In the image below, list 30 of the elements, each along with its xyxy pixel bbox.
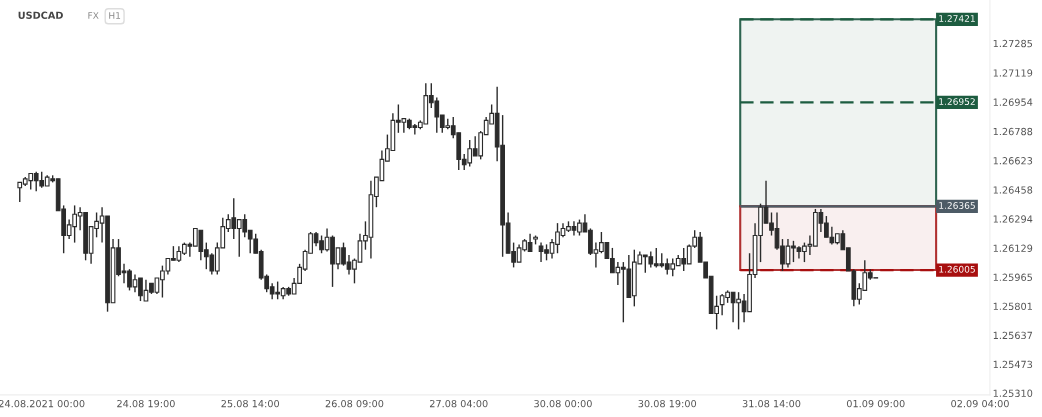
ref-line-label: 1.26365 (939, 202, 975, 209)
text: USDCAD (18, 11, 63, 19)
y-tick-label: 1.26458 (993, 186, 1033, 194)
y-tick-label: 1.26954 (993, 98, 1033, 106)
annotation: H1 (109, 12, 121, 19)
ref-line-label: 1.27421 (939, 15, 975, 22)
y-tick-label: 1.26623 (993, 157, 1033, 165)
y-tick-label: 1.25310 (993, 389, 1033, 397)
ref-line-label: 1.26952 (939, 98, 975, 105)
x-tick-label: 26.08 09:00 (325, 399, 384, 408)
x-tick-label: 27.08 04:00 (429, 399, 488, 408)
x-tick-label: 25.08 14:00 (221, 399, 280, 408)
ref-line-label: 1.26005 (939, 265, 975, 273)
x-tick-label: 24.08.2021 00:00 (0, 399, 85, 408)
y-tick-label: 1.25473 (993, 360, 1033, 369)
y-tick-label: 1.25801 (993, 302, 1032, 311)
x-tick-label: 31.08 14:00 (742, 399, 801, 408)
x-tick-label: 01.09 09:00 (846, 399, 905, 408)
y-tick-label: 1.26294 (993, 215, 1033, 223)
x-tick-label: 30.08 00:00 (534, 399, 592, 408)
y-tick-label: 1.26788 (993, 127, 1033, 136)
x-tick-label: 02.09 04:00 (951, 399, 1009, 408)
annotation: FX (88, 12, 99, 19)
y-tick-label: 1.25965 (993, 273, 1033, 281)
y-tick-label: 1.25637 (993, 331, 1033, 340)
y-tick-label: 1.27119 (993, 69, 1033, 77)
y-tick-label: 1.27285 (993, 39, 1033, 48)
x-tick-label: 30.08 19:00 (638, 399, 697, 408)
x-tick-label: 24.08 19:00 (117, 399, 175, 408)
y-tick-label: 1.26129 (993, 244, 1033, 252)
